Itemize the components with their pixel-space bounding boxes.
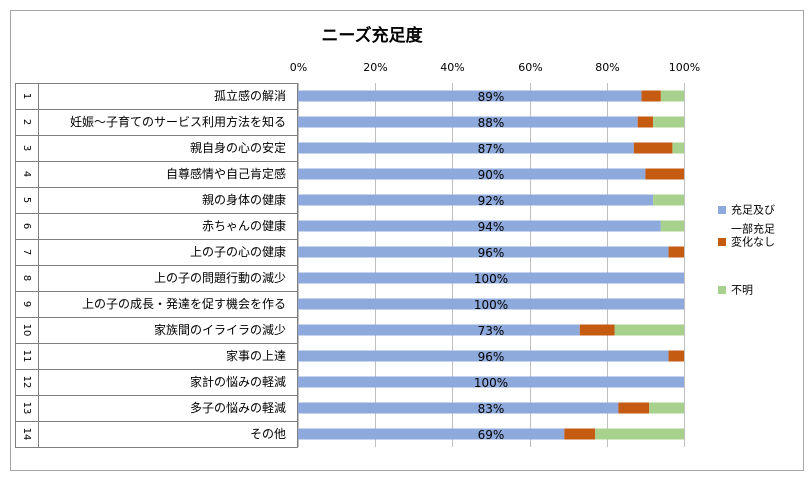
bar-segment bbox=[672, 142, 684, 154]
data-label: 100% bbox=[474, 298, 508, 312]
category-label: 赤ちゃんの健康 bbox=[202, 218, 286, 233]
category-label: 家族間のイライラの減少 bbox=[154, 322, 286, 337]
bar-segment bbox=[641, 90, 661, 102]
row-number: 14 bbox=[21, 428, 32, 441]
bar-segment bbox=[298, 90, 642, 102]
bar-segment bbox=[298, 168, 646, 180]
bar-segment bbox=[298, 402, 619, 414]
row-number: 7 bbox=[21, 249, 32, 255]
bar-segment bbox=[564, 428, 596, 440]
data-label: 94% bbox=[478, 220, 505, 234]
bar-segment bbox=[633, 142, 673, 154]
bar-segment bbox=[298, 298, 684, 310]
bar-segment bbox=[298, 376, 684, 388]
data-label: 83% bbox=[478, 402, 505, 416]
bar-segment bbox=[660, 90, 684, 102]
category-label: 孤立感の解消 bbox=[214, 88, 286, 103]
category-table: 1 孤立感の解消 2 妊娠～子育てのサービス利用方法を知る 3 親自身の心の安定 4 自尊感情… bbox=[15, 83, 298, 448]
bar-segment bbox=[298, 428, 565, 440]
category-label: 上の子の成長・発達を促す機会を作る bbox=[82, 296, 286, 311]
bar-segment bbox=[668, 246, 684, 258]
category-label: 上の子の心の健康 bbox=[190, 244, 286, 259]
bar-segment bbox=[298, 220, 661, 232]
bar-segment bbox=[298, 324, 580, 336]
legend-label: 充足及び bbox=[731, 203, 775, 217]
legend-swatch bbox=[718, 286, 726, 294]
data-label: 96% bbox=[478, 350, 505, 364]
bar-segment bbox=[668, 350, 684, 362]
row-number: 5 bbox=[21, 197, 32, 203]
bar-segment bbox=[298, 142, 634, 154]
category-label: 上の子の問題行動の減少 bbox=[154, 270, 286, 285]
row-number: 10 bbox=[21, 324, 32, 337]
category-label: 家事の上達 bbox=[226, 348, 286, 363]
row-number: 4 bbox=[21, 171, 32, 177]
category-label: その他 bbox=[250, 427, 286, 441]
category-label: 多子の悩みの軽減 bbox=[190, 400, 286, 415]
data-label: 90% bbox=[478, 168, 505, 182]
bar-segment bbox=[660, 220, 684, 232]
bar-segment bbox=[298, 350, 669, 362]
row-number: 6 bbox=[21, 223, 32, 229]
legend-label: 不明 bbox=[731, 284, 753, 297]
row-number: 9 bbox=[21, 301, 32, 307]
data-label: 88% bbox=[478, 116, 505, 130]
bar-segment bbox=[298, 246, 669, 258]
legend-swatch bbox=[718, 238, 726, 246]
legend-swatch bbox=[718, 206, 726, 214]
category-label: 自尊感情や自己肯定感 bbox=[166, 166, 286, 181]
data-label: 92% bbox=[478, 194, 505, 208]
bar-segment bbox=[645, 168, 684, 180]
data-label: 73% bbox=[478, 324, 505, 338]
bar-segment bbox=[579, 324, 615, 336]
x-tick-label: 40% bbox=[440, 61, 464, 74]
x-tick-label: 0% bbox=[290, 61, 307, 74]
data-label-layer: 89% 88% 87% 90% 92% 94% 96% 100% 100% 73% 96% 100% 8… bbox=[474, 90, 508, 442]
chart-title: ニーズ充足度 bbox=[321, 25, 423, 46]
bar-segment bbox=[614, 324, 684, 336]
bar-segment bbox=[653, 194, 684, 206]
data-label: 100% bbox=[474, 272, 508, 286]
bar-segment bbox=[298, 194, 654, 206]
row-number: 8 bbox=[21, 275, 32, 281]
data-label: 87% bbox=[478, 142, 505, 156]
category-label: 妊娠～子育てのサービス利用方法を知る bbox=[70, 114, 286, 129]
row-number: 11 bbox=[21, 350, 32, 363]
data-label: 96% bbox=[478, 246, 505, 260]
x-tick-label: 100% bbox=[669, 61, 700, 74]
category-label: 親自身の心の安定 bbox=[190, 140, 286, 155]
category-label: 家計の悩みの軽減 bbox=[190, 374, 286, 389]
chart-border bbox=[10, 10, 804, 471]
bar-segment bbox=[298, 116, 638, 128]
bar-segment bbox=[618, 402, 650, 414]
bar-layer bbox=[298, 90, 684, 440]
x-tick-label: 20% bbox=[363, 61, 387, 74]
x-tick-label: 80% bbox=[595, 61, 619, 74]
row-number: 2 bbox=[21, 119, 32, 125]
bar-segment bbox=[653, 116, 684, 128]
row-number: 1 bbox=[21, 93, 32, 99]
data-label: 69% bbox=[478, 428, 505, 442]
data-label: 89% bbox=[478, 90, 505, 104]
bar-segment bbox=[595, 428, 684, 440]
row-number: 12 bbox=[21, 376, 32, 389]
data-label: 100% bbox=[474, 376, 508, 390]
legend-label: 変化なし bbox=[731, 235, 775, 249]
row-number: 13 bbox=[21, 402, 32, 415]
bar-segment bbox=[298, 272, 684, 284]
category-label: 親の身体の健康 bbox=[202, 192, 286, 207]
bar-segment bbox=[649, 402, 684, 414]
legend-label: 一部充足 bbox=[731, 222, 775, 236]
x-tick-label: 60% bbox=[518, 61, 542, 74]
bar-segment bbox=[637, 116, 654, 128]
row-number: 3 bbox=[21, 145, 32, 151]
